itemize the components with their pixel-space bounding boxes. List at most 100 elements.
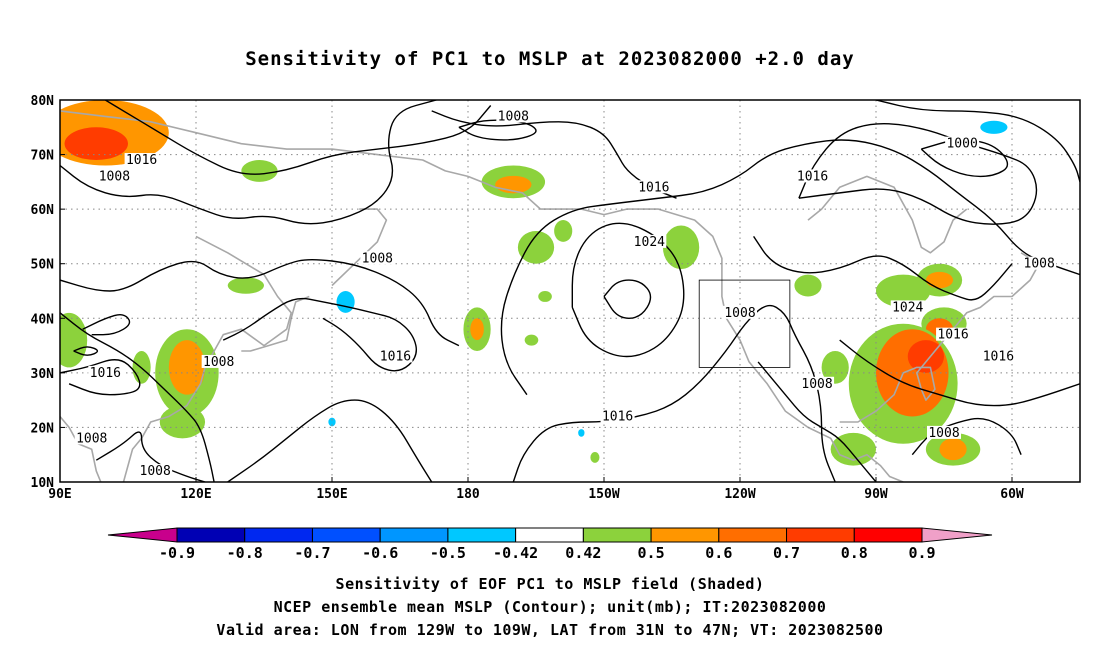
y-tick-label: 50N (31, 258, 55, 273)
colorbar-segment (379, 527, 449, 543)
plot-frame (59, 99, 1081, 483)
y-tick-label: 80N (31, 94, 55, 109)
contour-label: 1016 (380, 349, 411, 364)
shaded-region (590, 451, 600, 463)
coastline (60, 110, 469, 178)
shaded-region (794, 274, 822, 297)
contour-label: 1000 (946, 137, 977, 152)
x-tick-label: 60W (1000, 487, 1024, 502)
contour-label-bg (201, 354, 236, 368)
contour-label: 1024 (634, 235, 665, 250)
shaded-region (336, 291, 355, 313)
coastline (122, 235, 293, 482)
valid-area-box (698, 279, 791, 368)
coastline (807, 175, 968, 254)
contour-label-bg (360, 251, 395, 265)
mslp-contour (512, 304, 836, 482)
mslp-contour (757, 361, 877, 482)
y-tick-label: 40N (31, 312, 55, 327)
footer-contour-caption: NCEP ensemble mean MSLP (Contour); unit(… (273, 598, 827, 616)
contour-label-bg (795, 169, 830, 183)
colorbar-label: 0.5 (638, 544, 665, 562)
colorbar-label: 0.8 (841, 544, 868, 562)
colorbar-label: -0.42 (493, 544, 538, 562)
mslp-contour (60, 258, 460, 347)
shaded-region (939, 438, 967, 461)
mslp-contour (571, 222, 685, 358)
contour-label-bg (378, 349, 413, 363)
contour-label: 1016 (126, 153, 157, 168)
x-tick-label: 90W (864, 487, 888, 502)
contour-label: 1008 (76, 431, 107, 446)
colorbar-label: -0.6 (362, 544, 398, 562)
shaded-region (64, 127, 128, 161)
colorbar-segment (650, 527, 720, 543)
colorbar-label: 0.9 (908, 544, 935, 562)
colorbar-low-arrow (107, 527, 178, 543)
contour-label: 1008 (498, 109, 529, 124)
contour-label: 1008 (724, 306, 755, 321)
contour-label: 1008 (801, 377, 832, 392)
contour-label: 1016 (983, 349, 1014, 364)
y-tick-label: 10N (31, 476, 55, 491)
footer-shading-caption: Sensitivity of EOF PC1 to MSLP field (Sh… (335, 575, 765, 593)
contour-label: 1016 (937, 328, 968, 343)
mslp-contour (60, 100, 437, 225)
mslp-contour (603, 279, 652, 320)
contour-label-bg (723, 305, 757, 319)
x-tick-label: 120W (724, 487, 755, 502)
contour-label: 1008 (362, 251, 393, 266)
mslp-contour (227, 399, 433, 482)
shaded-region (662, 225, 700, 270)
shaded-region (227, 277, 264, 294)
colorbar-label: -0.9 (159, 544, 195, 562)
contour-label: 1008 (928, 426, 959, 441)
contour-label-bg (890, 300, 925, 314)
contour-label-bg (600, 409, 635, 423)
colorbar-segment (853, 527, 923, 543)
colorbar-high-arrow (921, 527, 993, 543)
contour-label: 1016 (638, 180, 669, 195)
contour-label-bg (632, 234, 667, 248)
coastline (467, 175, 904, 482)
colorbar-label: 0.42 (565, 544, 601, 562)
mslp-contour (222, 297, 417, 372)
contour-label: 1008 (140, 464, 171, 479)
contour-label: 1016 (90, 366, 121, 381)
mslp-contour (73, 346, 99, 356)
coastline (60, 415, 102, 482)
contour-label: 1016 (797, 169, 828, 184)
contour-label-bg (800, 376, 835, 390)
contour-label-bg (88, 365, 123, 379)
colorbar-segment (447, 527, 517, 543)
colorbar-segment (582, 527, 652, 543)
colorbar-segment (718, 527, 788, 543)
colorbar-label: 0.6 (705, 544, 732, 562)
contour-label-bg (936, 327, 971, 341)
mslp-contour (875, 100, 1080, 183)
mslp-contour (500, 139, 1080, 396)
mslp-contour (60, 312, 215, 482)
x-tick-label: 180 (456, 487, 480, 502)
shaded-region (821, 351, 849, 384)
shaded-region (925, 271, 954, 289)
mslp-contour (798, 122, 1038, 225)
shaded-region (907, 340, 944, 373)
contour-label-bg (1022, 256, 1057, 270)
colorbar-segment (311, 527, 381, 543)
mslp-contour (104, 100, 492, 175)
mslp-contour (839, 339, 1080, 407)
shaded-region (524, 334, 539, 346)
contour-label: 1008 (99, 169, 130, 184)
shaded-region (980, 120, 1008, 134)
mslp-contour (431, 110, 677, 199)
colorbar-segment (176, 527, 246, 543)
y-tick-label: 60N (31, 203, 55, 218)
x-tick-label: 150E (316, 487, 347, 502)
contour-label: 1008 (203, 355, 234, 370)
colorbar-label: -0.8 (227, 544, 263, 562)
shaded-region (470, 318, 484, 341)
mslp-contour (82, 313, 131, 336)
coastline (241, 295, 310, 352)
colorbar-segment (786, 527, 855, 543)
